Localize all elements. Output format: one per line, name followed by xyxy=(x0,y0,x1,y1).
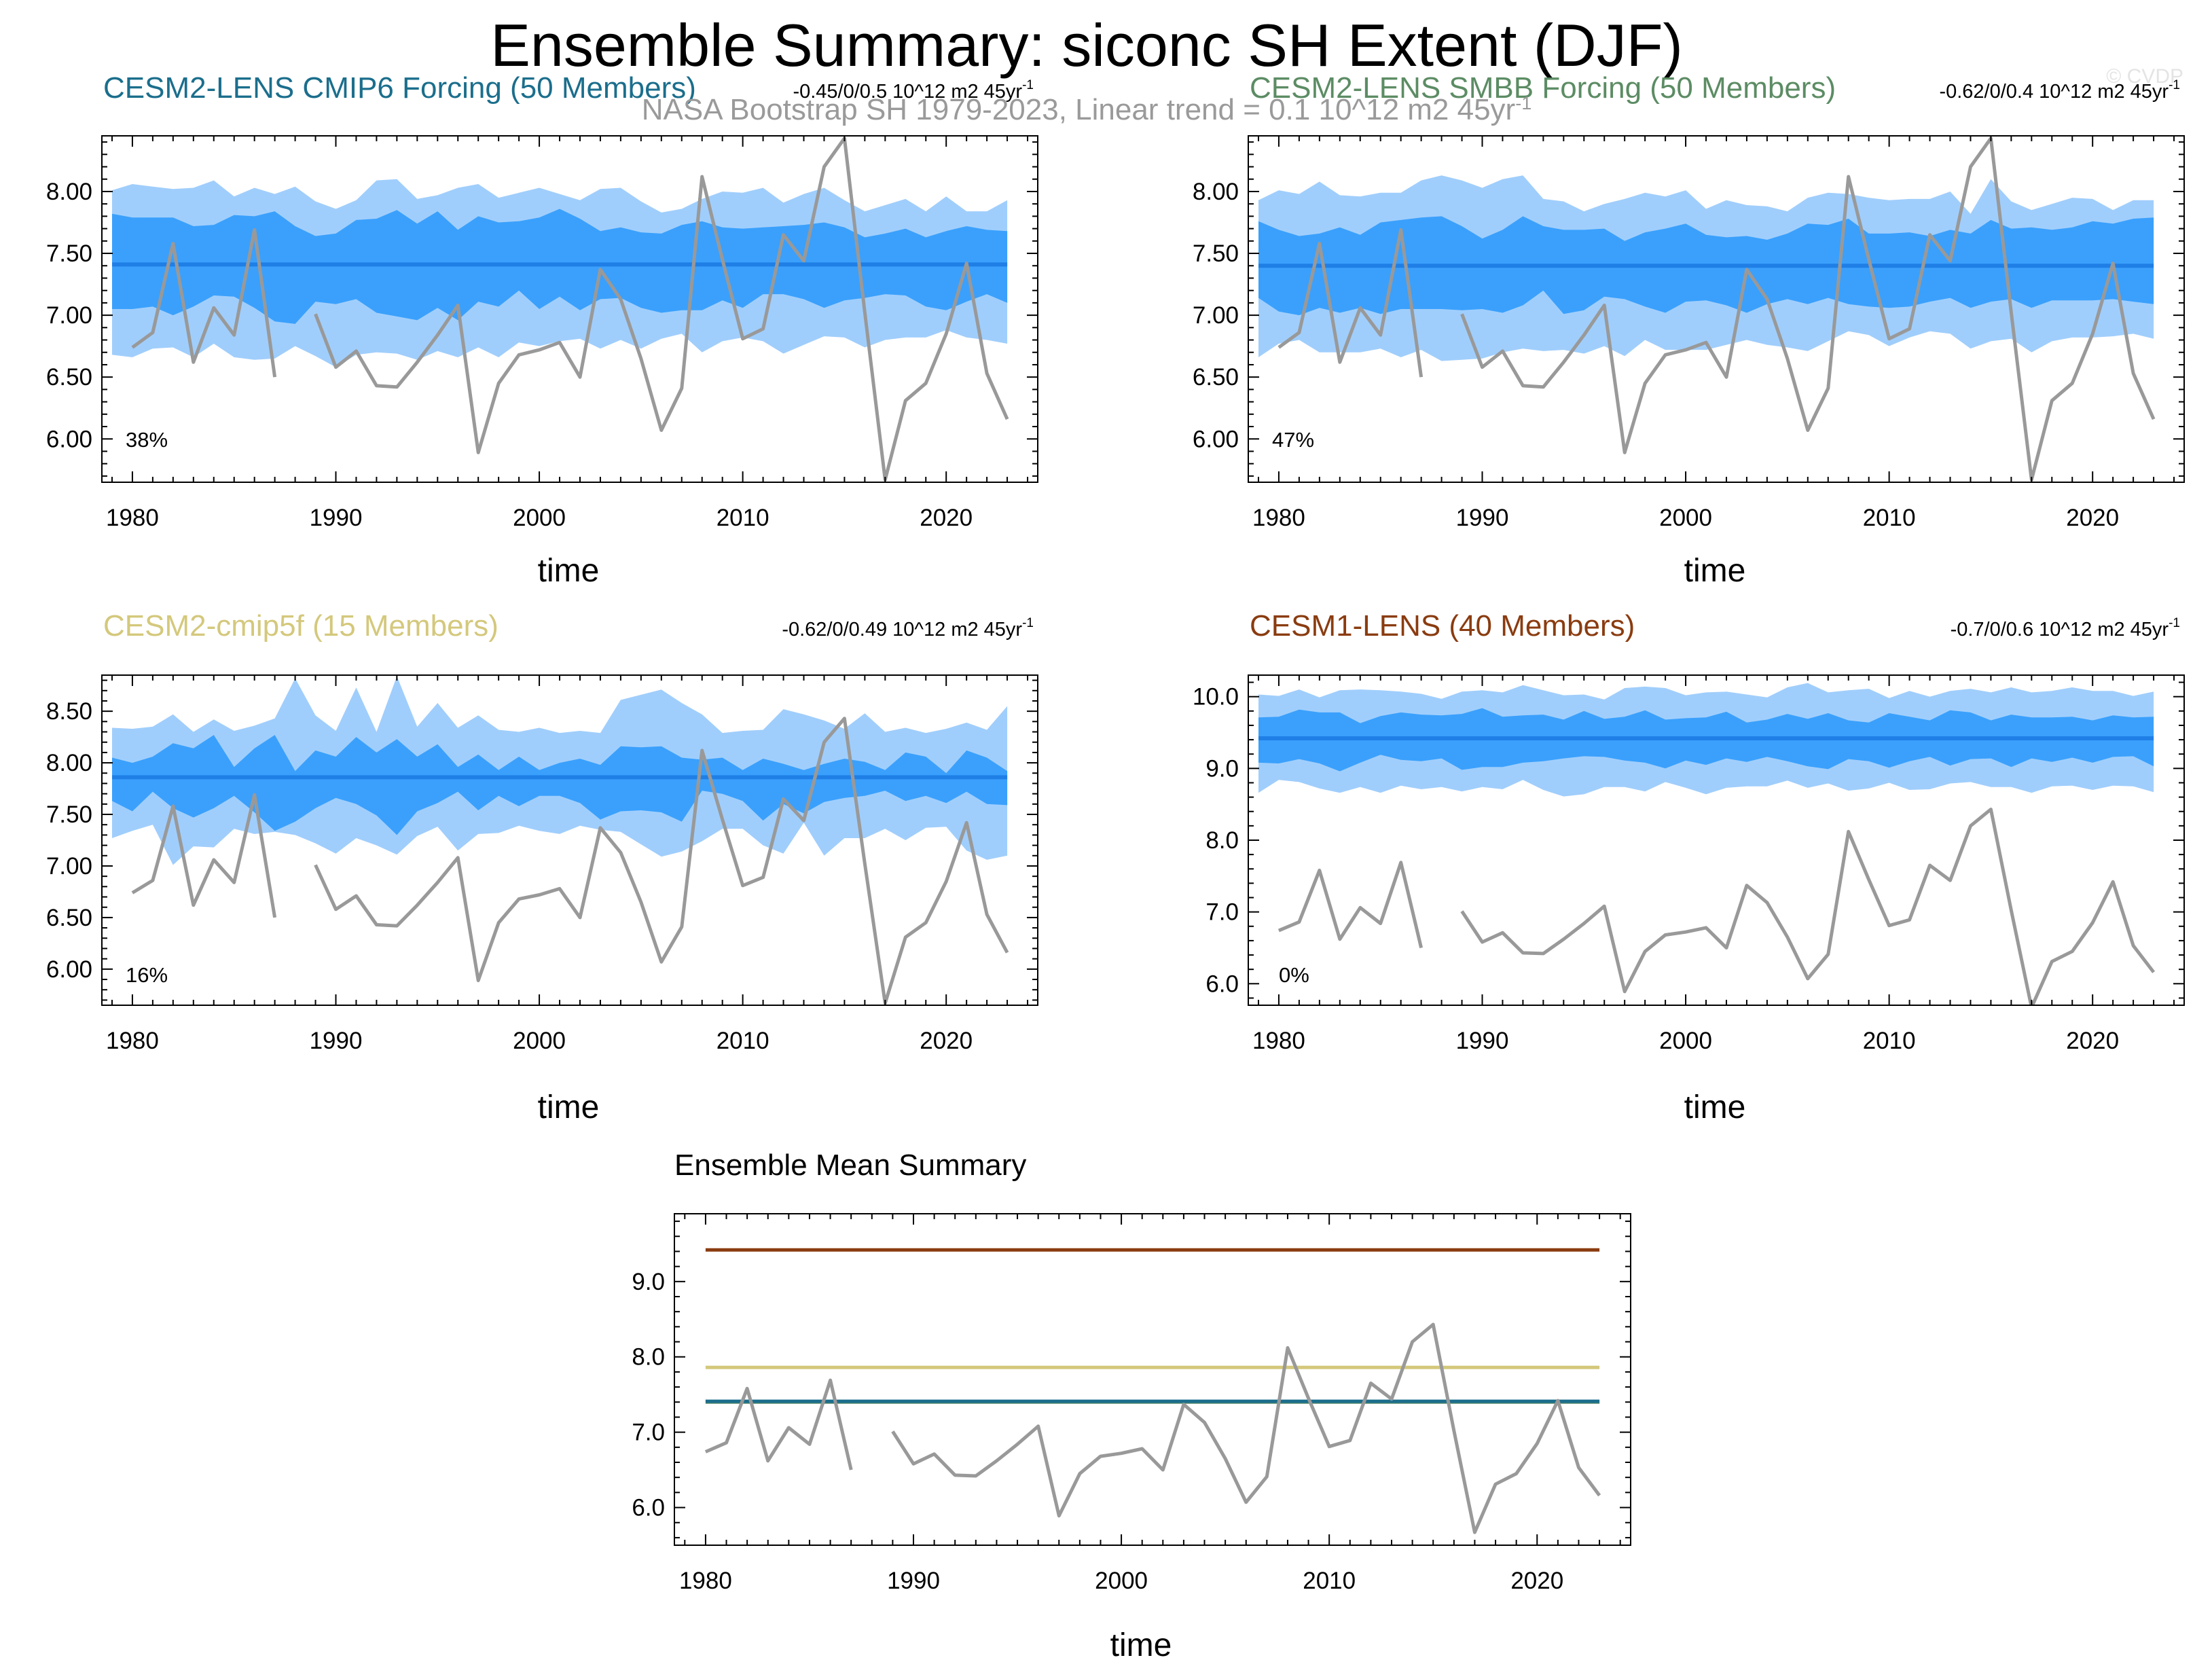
x-axis-title-cesm1: time xyxy=(1684,1089,1746,1125)
y-tick-label-cmip5f: 7.00 xyxy=(46,853,92,880)
x-axis-title-summary: time xyxy=(1110,1627,1172,1663)
figure-title: Ensemble Summary: siconc SH Extent (DJF) xyxy=(490,12,1683,79)
y-tick-label-smbb: 8.00 xyxy=(1193,179,1239,205)
panel-title-summary: Ensemble Mean Summary xyxy=(674,1149,1026,1182)
plot-frame-cmip6 xyxy=(101,135,1038,483)
y-tick-label-cmip6: 6.50 xyxy=(46,364,92,391)
x-tick-label-smbb: 2010 xyxy=(1863,505,1916,531)
observation-line-smbb xyxy=(1277,137,2156,482)
x-tick-label-cmip5f: 2010 xyxy=(717,1028,769,1054)
y-tick-label-cmip6: 8.00 xyxy=(46,179,92,205)
x-tick-label-cesm1: 1980 xyxy=(1252,1028,1305,1054)
x-tick-label-cmip5f: 1980 xyxy=(106,1028,159,1054)
panel-summary: 1980 1990 2000 2010 2020 6.0 7.0 8.0 9.0 Ensembl… xyxy=(632,1149,1631,1663)
x-tick-label-cesm1: 2020 xyxy=(2066,1028,2119,1054)
x-tick-label-cmip6: 2020 xyxy=(920,505,973,531)
plot-frame-cmip5f xyxy=(101,674,1038,1006)
y-tick-label-cesm1: 9.0 xyxy=(1205,755,1239,782)
panel-cmip6: 1980 1990 2000 2010 2020 6.00 6.50 7.00 7.50 8.00… xyxy=(46,71,1038,589)
x-tick-label-summary: 2010 xyxy=(1303,1568,1356,1594)
x-tick-label-smbb: 2000 xyxy=(1659,505,1712,531)
x-tick-label-cmip6: 2010 xyxy=(717,505,769,531)
y-tick-label-cesm1: 8.0 xyxy=(1205,827,1239,854)
panel-smbb: 1980 1990 2000 2010 2020 6.00 6.50 7.00 7.50 8.00… xyxy=(1193,71,2185,589)
y-tick-label-summary: 8.0 xyxy=(632,1344,665,1371)
y-tick-label-cmip6: 7.00 xyxy=(46,302,92,329)
panel-title-cmip5f: CESM2-cmip5f (15 Members) xyxy=(103,609,498,643)
y-tick-label-cmip6: 6.00 xyxy=(46,426,92,452)
percent-label-cmip5f: 16% xyxy=(126,963,168,987)
y-tick-label-cesm1: 7.0 xyxy=(1205,899,1239,926)
y-tick-label-summary: 7.0 xyxy=(632,1420,665,1446)
x-tick-label-cmip5f: 2020 xyxy=(920,1028,973,1054)
trend-text-cmip6: -0.45/0/0.5 10^12 m2 45yr-1 xyxy=(793,78,1034,103)
y-tick-label-cesm1: 10.0 xyxy=(1193,684,1239,710)
plot-frame-summary xyxy=(674,1213,1631,1546)
x-tick-label-cesm1: 1990 xyxy=(1456,1028,1509,1054)
y-tick-label-smbb: 6.00 xyxy=(1193,426,1239,452)
panel-title-cesm1: CESM1-LENS (40 Members) xyxy=(1250,609,1635,643)
observation-line-summary xyxy=(704,1322,1601,1534)
trend-text-cmip5f: -0.62/0/0.49 10^12 m2 45yr-1 xyxy=(782,616,1034,640)
y-tick-label-smbb: 7.00 xyxy=(1193,302,1239,329)
observation-label: NASA Bootstrap SH 1979-2023, Linear tren… xyxy=(642,93,1531,126)
y-tick-label-cesm1: 6.0 xyxy=(1205,971,1239,997)
x-tick-label-summary: 1980 xyxy=(679,1568,732,1594)
y-tick-label-smbb: 7.50 xyxy=(1193,240,1239,267)
x-tick-label-smbb: 1990 xyxy=(1456,505,1509,531)
x-axis-title-cmip5f: time xyxy=(538,1089,600,1125)
y-tick-label-smbb: 6.50 xyxy=(1193,364,1239,391)
trend-text-cesm1: -0.7/0/0.6 10^12 m2 45yr-1 xyxy=(1951,616,2180,640)
observation-line-cmip5f xyxy=(131,717,1009,1005)
x-tick-label-cesm1: 2000 xyxy=(1659,1028,1712,1054)
percent-label-cmip6: 38% xyxy=(126,428,168,452)
panel-title-cmip6: CESM2-LENS CMIP6 Forcing (50 Members) xyxy=(103,71,696,105)
y-tick-label-cmip5f: 8.00 xyxy=(46,750,92,776)
trend-text-smbb: -0.62/0/0.4 10^12 m2 45yr-1 xyxy=(1939,78,2180,103)
x-tick-label-smbb: 1980 xyxy=(1252,505,1305,531)
panel-cmip5f: 1980 1990 2000 2010 2020 6.00 6.50 7.00 7.50 8.00… xyxy=(46,609,1038,1125)
y-tick-label-cmip5f: 7.50 xyxy=(46,801,92,828)
x-axis-title-smbb: time xyxy=(1684,553,1746,589)
panel-title-smbb: CESM2-LENS SMBB Forcing (50 Members) xyxy=(1250,71,1836,105)
x-tick-label-cesm1: 2010 xyxy=(1863,1028,1916,1054)
inner-spread-band-cmip5f xyxy=(112,735,1008,835)
y-tick-label-cmip5f: 8.50 xyxy=(46,698,92,725)
x-tick-label-cmip6: 2000 xyxy=(513,505,566,531)
copyright-watermark: © CVDP xyxy=(2106,65,2183,88)
x-tick-label-cmip5f: 2000 xyxy=(513,1028,566,1054)
percent-label-cesm1: 0% xyxy=(1279,963,1309,987)
y-tick-label-summary: 6.0 xyxy=(632,1495,665,1521)
percent-label-smbb: 47% xyxy=(1272,428,1314,452)
observation-line-cesm1 xyxy=(1277,808,2156,1005)
plot-frame-smbb xyxy=(1248,135,2185,483)
panel-cesm1: 1980 1990 2000 2010 2020 6.0 7.0 8.0 9.0 10.0 CES… xyxy=(1193,609,2185,1125)
y-tick-label-cmip5f: 6.50 xyxy=(46,905,92,931)
x-tick-label-smbb: 2020 xyxy=(2066,505,2119,531)
observation-line-cmip6 xyxy=(131,137,1009,482)
y-tick-label-cmip6: 7.50 xyxy=(46,240,92,267)
y-tick-label-summary: 9.0 xyxy=(632,1269,665,1295)
x-tick-label-summary: 1990 xyxy=(887,1568,940,1594)
x-tick-label-summary: 2020 xyxy=(1510,1568,1563,1594)
x-tick-label-cmip5f: 1990 xyxy=(310,1028,363,1054)
x-tick-label-summary: 2000 xyxy=(1095,1568,1148,1594)
x-axis-title-cmip6: time xyxy=(538,553,600,589)
x-tick-label-cmip6: 1990 xyxy=(310,505,363,531)
x-tick-label-cmip6: 1980 xyxy=(106,505,159,531)
y-tick-label-cmip5f: 6.00 xyxy=(46,956,92,983)
